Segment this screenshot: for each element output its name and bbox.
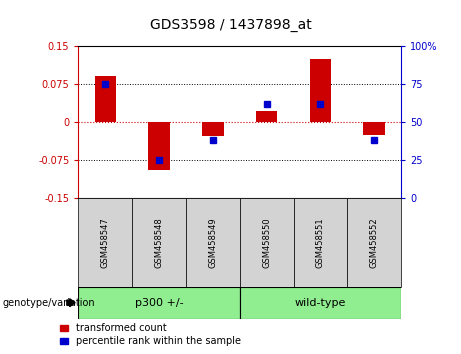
- Legend: transformed count, percentile rank within the sample: transformed count, percentile rank withi…: [60, 324, 241, 346]
- Bar: [148, 122, 170, 170]
- Text: genotype/variation: genotype/variation: [2, 298, 95, 308]
- Text: GSM458548: GSM458548: [154, 217, 164, 268]
- FancyBboxPatch shape: [240, 287, 401, 319]
- FancyBboxPatch shape: [294, 198, 347, 287]
- Text: GSM458549: GSM458549: [208, 217, 217, 268]
- FancyBboxPatch shape: [186, 198, 240, 287]
- Bar: [256, 111, 278, 122]
- FancyBboxPatch shape: [347, 198, 401, 287]
- Text: GSM458550: GSM458550: [262, 217, 271, 268]
- Text: GSM458551: GSM458551: [316, 217, 325, 268]
- FancyBboxPatch shape: [78, 287, 240, 319]
- FancyBboxPatch shape: [78, 198, 132, 287]
- FancyBboxPatch shape: [132, 198, 186, 287]
- Bar: [95, 76, 116, 122]
- Text: GDS3598 / 1437898_at: GDS3598 / 1437898_at: [150, 18, 311, 32]
- Text: GSM458547: GSM458547: [101, 217, 110, 268]
- Text: GSM458552: GSM458552: [370, 217, 378, 268]
- FancyBboxPatch shape: [240, 198, 294, 287]
- Bar: [363, 122, 385, 135]
- Bar: [202, 122, 224, 136]
- Text: p300 +/-: p300 +/-: [135, 298, 183, 308]
- Text: wild-type: wild-type: [295, 298, 346, 308]
- Bar: [310, 59, 331, 122]
